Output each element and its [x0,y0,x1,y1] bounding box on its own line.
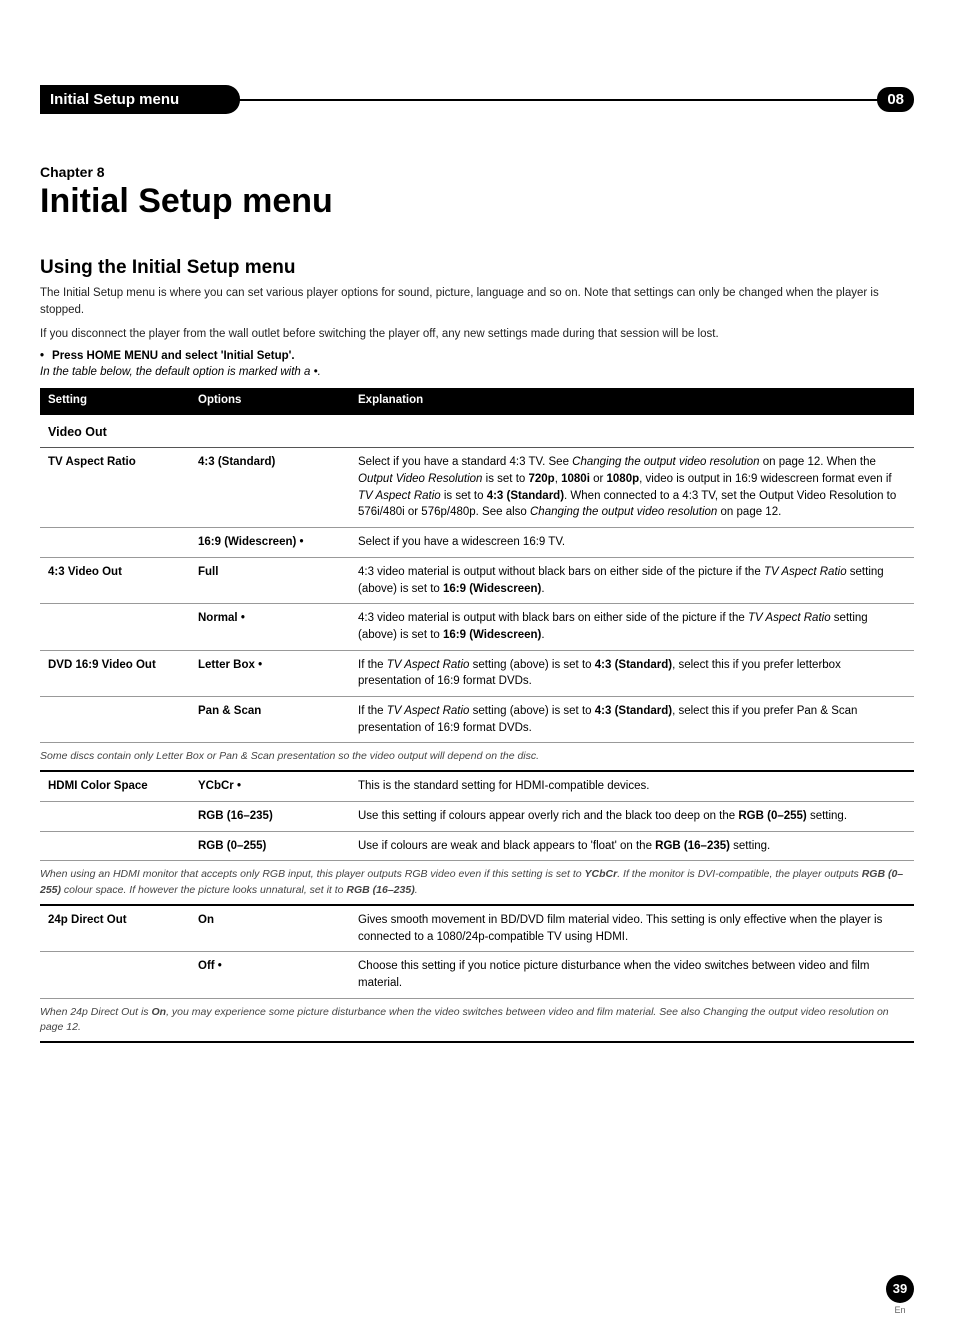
cell-setting: 4:3 Video Out [40,557,190,603]
cell-option: RGB (16–235) [190,802,350,832]
cell-explanation: Choose this setting if you notice pictur… [350,952,914,998]
chapter-label: Chapter 8 [40,164,914,180]
cell-setting [40,952,190,998]
cell-option: Normal • [190,604,350,650]
table-row: TV Aspect Ratio 4:3 (Standard) Select if… [40,448,914,528]
header-rule [236,99,881,101]
col-header-explanation: Explanation [350,388,914,414]
table-note-row: Some discs contain only Letter Box or Pa… [40,743,914,772]
cell-explanation: Use if colours are weak and black appear… [350,831,914,861]
page-footer: 39 En [886,1275,914,1315]
cell-setting [40,802,190,832]
section-title: Using the Initial Setup menu [40,257,914,279]
cell-setting [40,696,190,742]
cell-explanation: 4:3 video material is output without bla… [350,557,914,603]
table-row: Pan & Scan If the TV Aspect Ratio settin… [40,696,914,742]
cell-explanation: This is the standard setting for HDMI-co… [350,771,914,801]
cell-option: YCbCr • [190,771,350,801]
cell-option: On [190,905,350,952]
instruction-bullet: • Press HOME MENU and select 'Initial Set… [40,350,914,362]
cell-setting: TV Aspect Ratio [40,448,190,528]
cell-option: Letter Box • [190,650,350,696]
cell-setting [40,831,190,861]
table-section-label: Video Out [40,414,914,448]
table-note-row: When using an HDMI monitor that accepts … [40,861,914,905]
cell-setting [40,528,190,558]
cell-option: 4:3 (Standard) [190,448,350,528]
table-row: RGB (0–255) Use if colours are weak and … [40,831,914,861]
bullet-dot: • [40,350,44,362]
col-header-options: Options [190,388,350,414]
cell-option: Off • [190,952,350,998]
cell-option: Full [190,557,350,603]
table-note-row: When 24p Direct Out is On, you may exper… [40,998,914,1042]
cell-explanation: Gives smooth movement in BD/DVD film mat… [350,905,914,952]
header-chapter-badge: 08 [877,87,914,112]
table-row: Normal • 4:3 video material is output wi… [40,604,914,650]
col-header-setting: Setting [40,388,190,414]
table-row: HDMI Color Space YCbCr • This is the sta… [40,771,914,801]
table-note: When using an HDMI monitor that accepts … [40,861,914,905]
table-section-row: Video Out [40,414,914,448]
cell-explanation: Select if you have a widescreen 16:9 TV. [350,528,914,558]
cell-setting: 24p Direct Out [40,905,190,952]
default-hint: In the table below, the default option i… [40,366,914,378]
cell-option: Pan & Scan [190,696,350,742]
cell-explanation: If the TV Aspect Ratio setting (above) i… [350,650,914,696]
table-note: Some discs contain only Letter Box or Pa… [40,743,914,772]
table-note: When 24p Direct Out is On, you may exper… [40,998,914,1042]
table-row: RGB (16–235) Use this setting if colours… [40,802,914,832]
cell-setting: HDMI Color Space [40,771,190,801]
intro-paragraph-1: The Initial Setup menu is where you can … [40,285,914,318]
cell-explanation: If the TV Aspect Ratio setting (above) i… [350,696,914,742]
cell-setting [40,604,190,650]
header-section-title: Initial Setup menu [40,85,240,114]
header-bar: Initial Setup menu 08 [40,85,914,114]
table-row: Off • Choose this setting if you notice … [40,952,914,998]
table-row: 16:9 (Widescreen) • Select if you have a… [40,528,914,558]
cell-explanation: Select if you have a standard 4:3 TV. Se… [350,448,914,528]
table-row: 24p Direct Out On Gives smooth movement … [40,905,914,952]
table-row: DVD 16:9 Video Out Letter Box • If the T… [40,650,914,696]
chapter-title: Initial Setup menu [40,182,914,221]
page-number-badge: 39 [886,1275,914,1303]
page-language: En [886,1305,914,1315]
cell-explanation: Use this setting if colours appear overl… [350,802,914,832]
instruction-text: Press HOME MENU and select 'Initial Setu… [52,350,295,362]
intro-paragraph-2: If you disconnect the player from the wa… [40,328,914,340]
settings-table: Setting Options Explanation Video Out TV… [40,388,914,1043]
table-row: 4:3 Video Out Full 4:3 video material is… [40,557,914,603]
cell-explanation: 4:3 video material is output with black … [350,604,914,650]
cell-option: RGB (0–255) [190,831,350,861]
cell-setting: DVD 16:9 Video Out [40,650,190,696]
cell-option: 16:9 (Widescreen) • [190,528,350,558]
